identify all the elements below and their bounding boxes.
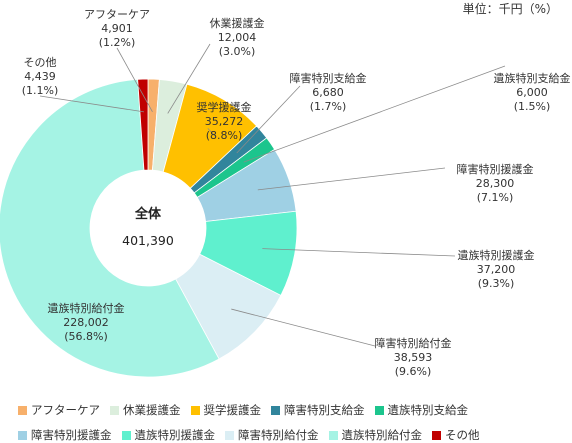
legend-swatch-7 (121, 430, 131, 440)
data-label-name-10: その他 (24, 56, 57, 69)
data-label-name-5: 遺族特別支給金 (494, 71, 571, 85)
legend-item-7: 遺族特別援護金 (121, 427, 216, 443)
legend-label-5: 遺族特別支給金 (387, 403, 469, 417)
data-label-value-9: 228,002 (63, 316, 109, 329)
leader-line-5 (243, 65, 506, 163)
center-total: 401,390 (122, 233, 174, 248)
legend-swatch-10 (432, 430, 441, 440)
leader-line-6 (257, 167, 446, 191)
leader-line-7 (262, 248, 456, 257)
legend-label-3: 奨学援護金 (203, 403, 262, 417)
data-label-percent-3: (8.8%) (206, 129, 243, 142)
leader-line-2 (167, 43, 211, 114)
legend-item-3: 奨学援護金 (190, 402, 262, 418)
leader-line-8 (231, 308, 376, 347)
data-label-name-1: アフターケア (84, 8, 150, 21)
legend-label-6: 障害特別援護金 (31, 428, 112, 442)
legend-swatch-1 (18, 405, 27, 415)
data-label-value-1: 4,901 (101, 22, 133, 35)
legend-swatch-8 (225, 430, 234, 440)
data-label-value-10: 4,439 (24, 70, 56, 83)
data-label-percent-7: (9.3%) (478, 277, 515, 290)
legend-label-7: 遺族特別援護金 (134, 428, 216, 442)
legend-item-1: アフターケア (18, 402, 100, 418)
legend-label-2: 休業援護金 (123, 403, 181, 417)
data-label-value-6: 28,300 (476, 177, 515, 190)
legend-item-6: 障害特別援護金 (18, 427, 112, 443)
data-label-percent-5: (1.5%) (514, 100, 551, 113)
leader-line-10 (39, 95, 145, 113)
data-label-value-4: 6,680 (312, 86, 344, 99)
data-label-name-4: 障害特別支給金 (290, 71, 367, 85)
leader-line-3 (207, 128, 216, 137)
legend-swatch-3 (190, 405, 200, 415)
data-label-name-2: 休業援護金 (210, 16, 265, 30)
data-label-percent-2: (3.0%) (219, 45, 256, 58)
legend-item-9: 遺族特別給付金 (328, 427, 423, 443)
data-label-percent-9: (56.8%) (64, 330, 108, 343)
legend-label-1: アフターケア (31, 403, 100, 417)
unit-note: 単位：千円（%） (462, 2, 558, 16)
legend-item-5: 遺族特別支給金 (374, 402, 469, 418)
data-label-percent-6: (7.1%) (477, 191, 514, 204)
data-label-value-2: 12,004 (218, 31, 257, 44)
legend-label-4: 障害特別支給金 (284, 403, 365, 417)
legend: アフターケア 休業援護金 奨学援護金 障害特別支給金 遺族特別支給金障害特別援護金 遺族特… (18, 402, 558, 443)
legend-label-10: その他 (445, 428, 480, 442)
data-label-percent-4: (1.7%) (310, 100, 347, 113)
legend-item-2: 休業援護金 (110, 402, 181, 418)
donut-hole (90, 170, 206, 286)
data-label-name-8: 障害特別給付金 (375, 336, 452, 350)
data-label-name-6: 障害特別援護金 (457, 162, 534, 176)
data-label-value-7: 37,200 (477, 263, 516, 276)
data-label-value-5: 6,000 (516, 86, 548, 99)
leader-line-4 (236, 85, 301, 154)
legend-swatch-9 (328, 430, 338, 440)
legend-item-10: その他 (432, 427, 480, 443)
legend-item-4: 障害特別支給金 (271, 402, 365, 418)
leader-line-1 (116, 47, 153, 113)
legend-label-8: 障害特別給付金 (238, 428, 319, 442)
data-label-percent-1: (1.2%) (99, 36, 136, 49)
center-title: 全体 (134, 206, 162, 222)
data-label-name-3: 奨学援護金 (197, 100, 252, 114)
data-label-name-7: 遺族特別援護金 (458, 248, 535, 262)
data-label-name-9: 遺族特別給付金 (48, 301, 125, 315)
legend-label-9: 遺族特別給付金 (341, 428, 423, 442)
legend-swatch-6 (18, 430, 27, 440)
data-label-value-8: 38,593 (394, 351, 433, 364)
legend-swatch-2 (110, 405, 119, 415)
legend-swatch-5 (374, 405, 384, 415)
data-label-value-3: 35,272 (205, 115, 244, 128)
data-label-percent-10: (1.1%) (22, 84, 59, 97)
legend-swatch-4 (271, 405, 280, 415)
data-label-percent-8: (9.6%) (395, 365, 432, 378)
legend-item-8: 障害特別給付金 (225, 427, 319, 443)
